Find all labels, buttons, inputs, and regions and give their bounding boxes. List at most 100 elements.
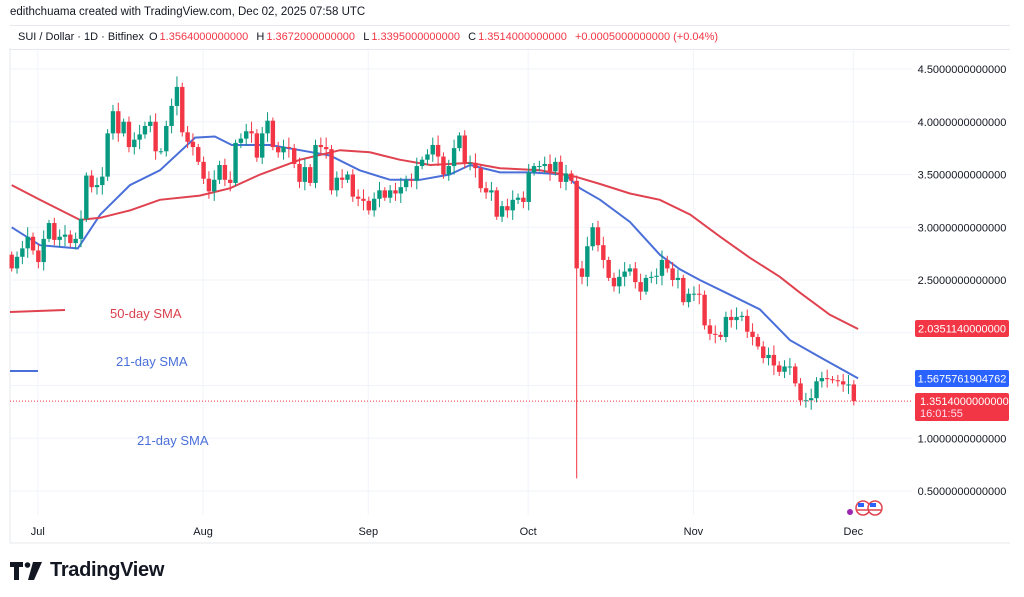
- tradingview-logo-icon: [10, 561, 42, 580]
- time-tick-label: Sep: [358, 526, 378, 538]
- sma21-price-text: 1.5675761904762: [918, 374, 1007, 386]
- candle-body: [627, 268, 633, 272]
- candle-up: [164, 120, 169, 157]
- candle-body: [270, 120, 276, 148]
- candle-body: [260, 133, 265, 158]
- candle-body: [297, 163, 302, 182]
- candle-up: [643, 274, 649, 295]
- candle-up: [499, 200, 505, 222]
- candle-body: [329, 149, 334, 191]
- candle-body: [835, 380, 841, 382]
- candle-body: [457, 135, 462, 149]
- candle-down: [713, 325, 718, 344]
- candle-body: [782, 366, 787, 372]
- candle-up: [233, 139, 238, 187]
- candle-down: [633, 262, 638, 289]
- candle-down: [185, 125, 190, 149]
- candle-up: [542, 156, 547, 174]
- candle-body: [233, 142, 238, 183]
- candle-body: [228, 179, 233, 183]
- candle-up: [526, 163, 531, 211]
- candle-body: [723, 316, 729, 337]
- candle-body: [824, 378, 830, 380]
- symbol-name[interactable]: SUI / Dollar · 1D · Bitfinex: [18, 31, 144, 43]
- candle-body: [851, 384, 857, 402]
- price-tick-label: 1.0000000000000: [918, 433, 1007, 445]
- logo-text: TradingView: [50, 559, 165, 581]
- candle-body: [451, 148, 457, 167]
- change-value: +0.0005000000000 (+0.04%): [574, 31, 719, 43]
- candle-body: [729, 316, 734, 321]
- candle-body: [9, 254, 14, 269]
- candle-body: [425, 154, 430, 160]
- candle-up: [675, 269, 681, 289]
- candle-body: [686, 293, 691, 303]
- candle-body: [521, 197, 526, 202]
- candle-body: [281, 147, 286, 153]
- candle-body: [313, 144, 318, 183]
- high-label: H: [256, 31, 265, 43]
- last-price-text: 1.3514000000000: [920, 396, 1009, 408]
- candle-body: [164, 125, 169, 152]
- candle-up: [654, 268, 659, 285]
- candle-body: [766, 354, 771, 359]
- candle-body: [611, 277, 617, 287]
- candle-up: [451, 139, 457, 175]
- candle-body: [382, 190, 387, 198]
- candle-up: [345, 171, 350, 183]
- candle-body: [345, 174, 350, 180]
- candle-body: [707, 325, 713, 334]
- candle-body: [73, 238, 78, 244]
- candle-body: [579, 268, 585, 277]
- candle-up: [217, 160, 222, 184]
- candle-up: [819, 371, 825, 388]
- candle-up: [489, 181, 494, 201]
- candle-body: [36, 250, 41, 263]
- candle-down: [745, 309, 750, 339]
- candle-body: [840, 381, 846, 385]
- candle-down: [840, 373, 846, 392]
- candle-body: [339, 177, 345, 180]
- candle-body: [174, 86, 180, 106]
- candle-down: [606, 256, 611, 282]
- candle-up: [414, 157, 419, 190]
- price-tick-label: 0.5000000000000: [918, 486, 1007, 498]
- price-axis[interactable]: 4.5000000000000 4.0000000000000 3.50000000…: [918, 64, 1007, 498]
- candle-body: [14, 256, 20, 269]
- candle-down: [798, 378, 803, 406]
- economic-events-icon[interactable]: [847, 500, 883, 516]
- time-axis[interactable]: Jul Aug Sep Oct Nov Dec: [31, 526, 864, 538]
- candle-body: [116, 111, 121, 134]
- candle-up: [260, 127, 265, 164]
- candle-up: [62, 225, 68, 247]
- candle-body: [403, 179, 409, 188]
- time-tick-label: Oct: [520, 526, 537, 538]
- candle-up: [46, 219, 52, 243]
- candle-body: [377, 190, 382, 199]
- candle-body: [771, 354, 777, 366]
- candle-up: [446, 159, 451, 181]
- candle-up: [467, 155, 473, 171]
- candle-up: [553, 157, 558, 176]
- candle-down: [830, 376, 835, 384]
- sma50-price-text: 2.0351140000000: [918, 324, 1006, 336]
- candle-down: [196, 143, 201, 166]
- candle-up: [78, 210, 84, 248]
- candle-body: [20, 248, 25, 257]
- tradingview-logo[interactable]: TradingView: [10, 559, 164, 582]
- candle-down: [835, 374, 841, 387]
- price-tick-label: 4.0000000000000: [918, 117, 1007, 129]
- candle-body: [318, 144, 324, 148]
- candle-up: [649, 271, 654, 284]
- candle-body: [675, 277, 681, 280]
- candle-body: [633, 268, 638, 283]
- candle-down: [579, 261, 585, 285]
- candle-body: [212, 179, 217, 192]
- candle-body: [798, 383, 803, 401]
- candle-up: [809, 388, 814, 410]
- candle-body: [467, 162, 473, 164]
- time-tick-label: Aug: [193, 526, 213, 538]
- candle-body: [473, 162, 478, 169]
- candle-body: [819, 378, 825, 382]
